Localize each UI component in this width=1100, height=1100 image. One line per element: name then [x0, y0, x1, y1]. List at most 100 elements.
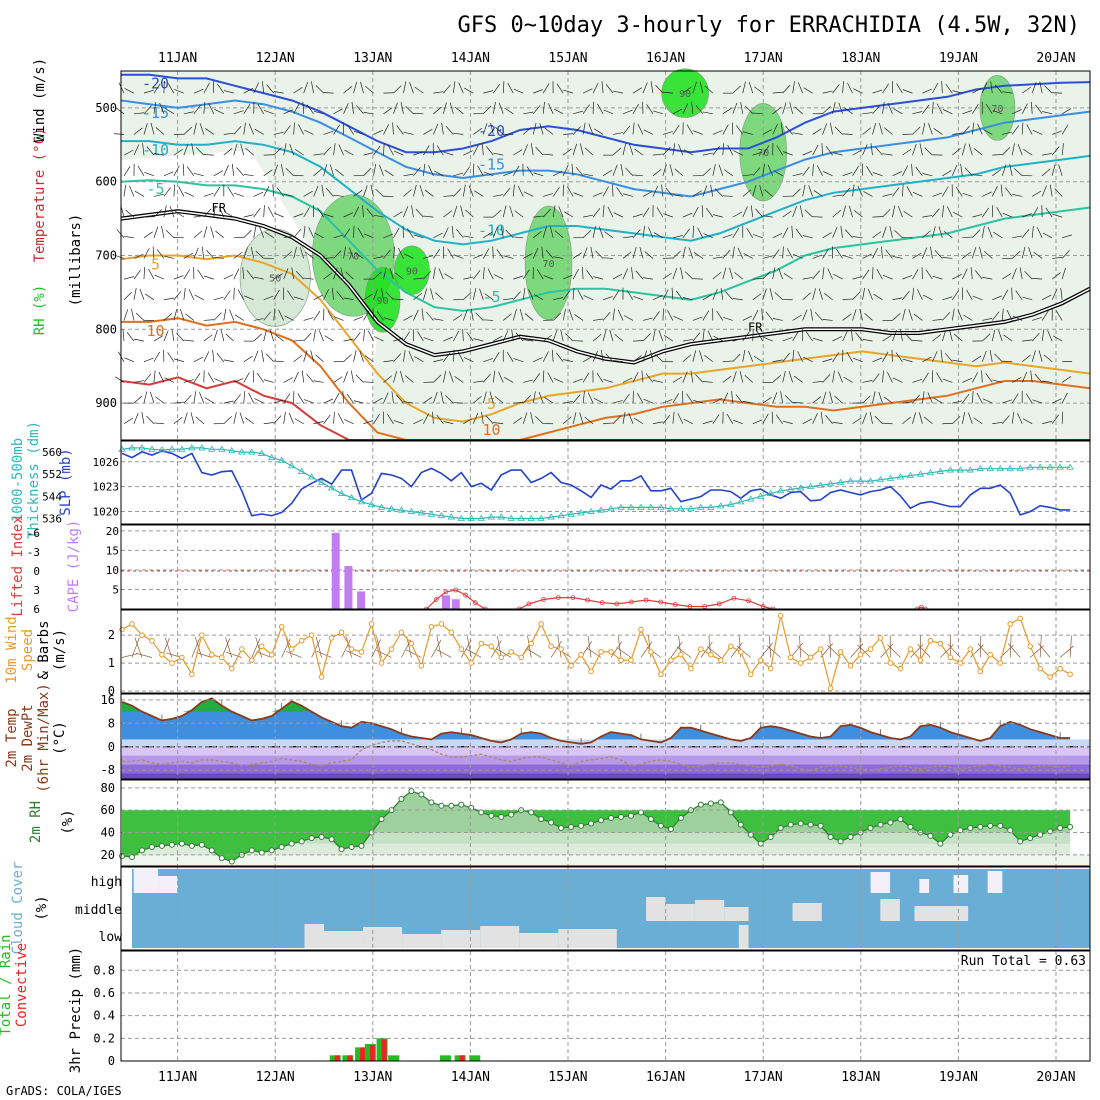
wind-barb	[1042, 232, 1053, 239]
wind-barb	[1039, 81, 1043, 94]
wind-barb	[522, 127, 532, 135]
thickness-marker	[128, 444, 136, 451]
wind-barb	[998, 329, 1003, 342]
wind-barb	[524, 313, 534, 321]
wind-barb	[872, 267, 874, 280]
wind-speed-marker	[538, 621, 544, 627]
wind-barb	[426, 311, 434, 321]
wind-speed-marker	[228, 665, 235, 672]
date-label-top: 14JAN	[451, 51, 490, 66]
li-axis-label: Lifted Index	[10, 515, 26, 616]
wind-barb	[582, 104, 590, 115]
wind-barb	[403, 131, 414, 135]
thickness-marker	[148, 445, 156, 452]
wind-barb	[812, 381, 823, 383]
wind-barb	[972, 174, 983, 177]
wind-barb	[485, 415, 494, 424]
wind-barb	[612, 184, 614, 197]
wind-barb	[411, 205, 414, 218]
wind-barb	[892, 171, 902, 177]
wind-barb	[305, 251, 314, 259]
slp-tick-label: 1026	[93, 456, 120, 469]
wind-barb	[604, 231, 614, 239]
wind-barb	[1022, 86, 1032, 94]
wind-barb	[976, 392, 983, 404]
wind-barb	[592, 226, 596, 238]
wind-barb	[682, 228, 690, 238]
wind-barb	[984, 250, 993, 259]
wind-barb	[592, 208, 601, 218]
wind-barb	[722, 143, 725, 156]
thickness-marker	[697, 503, 705, 510]
wind-barb	[982, 276, 993, 280]
wind-barb	[203, 351, 210, 362]
wind-barb	[223, 400, 234, 404]
wind-barb	[1030, 370, 1033, 383]
wind-barb	[143, 267, 146, 280]
wind-barb	[882, 101, 885, 114]
date-label-bottom: 11JAN	[158, 1070, 197, 1085]
surface-wind-barb	[311, 638, 321, 658]
wind-barb	[613, 212, 624, 218]
wind-barb	[1032, 399, 1043, 404]
wind-barb	[780, 391, 784, 404]
wind-barb	[373, 397, 383, 404]
wind-barb	[943, 230, 953, 239]
date-label-bottom: 12JAN	[256, 1070, 295, 1085]
wind-barb	[992, 421, 1003, 425]
wind-barb	[333, 143, 336, 156]
wind-barb	[473, 270, 481, 280]
wind-barb	[725, 291, 734, 301]
wind-barb	[1022, 296, 1033, 301]
wind-barb	[710, 184, 714, 197]
wind-barb	[484, 293, 494, 301]
cloud-clear-low	[738, 925, 749, 948]
wind-barb	[403, 81, 407, 94]
wind-barb	[821, 143, 823, 156]
wind-barb	[902, 184, 904, 197]
wind-barb	[257, 103, 265, 114]
wind-barb	[227, 186, 235, 197]
thickness-marker	[936, 467, 945, 474]
wind-barb	[1012, 194, 1023, 197]
wind-barb	[317, 207, 324, 218]
surface-wind-barb	[526, 648, 542, 658]
wind-barb	[457, 351, 464, 362]
wind-speed-marker	[608, 649, 614, 655]
wind-barb	[971, 372, 979, 383]
date-label-bottom: 17JAN	[744, 1070, 783, 1085]
wind-barb	[313, 153, 324, 156]
wind-barb	[942, 296, 953, 301]
wind-barb	[1045, 207, 1053, 218]
wind-barb	[383, 267, 387, 280]
wind-barb	[150, 391, 155, 404]
wind-speed-marker	[708, 651, 714, 658]
rh-marker	[717, 799, 724, 806]
wind-barb	[1002, 212, 1013, 218]
wind-barb	[941, 81, 943, 94]
wind-barb	[792, 81, 795, 94]
wind-barb	[575, 166, 584, 177]
wind-barb	[190, 412, 195, 424]
wind-speed-marker	[298, 637, 305, 644]
thickness-tick-label: 560	[42, 446, 62, 459]
wind-barb	[213, 256, 224, 259]
wind-barb	[133, 112, 144, 115]
wind-barb	[923, 416, 933, 425]
wind-barb	[199, 392, 205, 404]
surface-wind-barb	[610, 641, 623, 658]
thickness-marker	[527, 514, 535, 521]
wind-barb	[183, 394, 192, 404]
wind-barb	[360, 81, 364, 94]
rh-marker	[358, 842, 365, 849]
wind-axis-label: 10m Wind Speed & Barbs (m/s)	[4, 616, 68, 683]
wind-barb	[632, 391, 634, 404]
wind-barb	[433, 91, 444, 94]
wind-barb	[433, 318, 444, 321]
wind-barb	[662, 289, 669, 300]
wind-barb	[979, 246, 983, 259]
wind-barb	[957, 309, 963, 321]
wind-barb	[882, 351, 889, 362]
wind-barb	[263, 311, 271, 321]
